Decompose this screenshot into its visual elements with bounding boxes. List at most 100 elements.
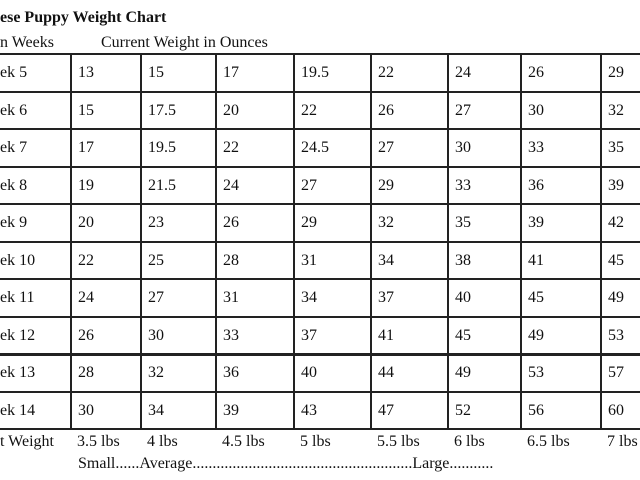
row-label: ek 13 [0,364,36,381]
cell: 19.5 [148,139,176,156]
row-line [0,278,640,280]
cell: 29 [301,214,317,231]
cell: 52 [455,401,471,419]
cell: 57 [608,364,624,381]
cell: 19 [78,176,94,194]
cell: 29 [608,64,624,81]
cell: 56 [528,401,544,419]
cell: 28 [78,364,94,381]
cell: 21.5 [148,176,176,194]
cell: 53 [608,326,624,344]
cell: 40 [301,364,317,381]
row-label: ek 14 [0,401,36,419]
cell: 38 [455,251,471,269]
row-label: ek 12 [0,326,36,344]
cell: 25 [148,251,164,269]
cell: 17 [78,139,94,156]
cell: 35 [455,214,471,231]
size-label: 5 lbs [300,433,331,450]
size-label: 3.5 lbs [77,433,120,450]
cell: 49 [608,289,624,306]
cell: 27 [455,101,471,119]
right-label: Current Weight in Ounces [101,34,268,51]
cell: 43 [301,401,317,419]
cell: 17.5 [148,101,176,119]
cell: 37 [301,326,317,344]
cell: 22 [378,64,394,81]
cell: 26 [528,64,544,81]
size-label: 6.5 lbs [527,433,570,450]
row-line [0,390,640,393]
row-line [0,90,640,93]
row-label: ek 7 [0,139,28,156]
cell: 39 [223,401,239,419]
cell: 31 [301,251,317,269]
cell: 34 [378,251,394,269]
cell: 39 [608,176,624,194]
row-line [0,165,640,168]
cell: 26 [223,214,239,231]
cell: 45 [528,289,544,306]
cell: 20 [78,214,94,231]
cell: 37 [378,289,394,306]
cell: 30 [528,101,544,119]
cell: 33 [455,176,471,194]
size-label: 4.5 lbs [222,433,265,450]
row-line [0,203,640,205]
row-line [0,128,640,130]
row-line [0,53,640,55]
cell: 49 [528,326,544,344]
cell: 22 [78,251,94,269]
cell: 29 [378,176,394,194]
cell: 24 [455,64,471,81]
cell: 34 [148,401,164,419]
cell: 33 [223,326,239,344]
cell: 23 [148,214,164,231]
title: ese Puppy Weight Chart [0,9,167,26]
cell: 27 [378,139,394,156]
cell: 26 [78,326,94,344]
row-label: ek 6 [0,101,28,119]
cell: 15 [78,101,94,119]
row-label: ek 10 [0,251,36,269]
row-line [0,315,640,318]
row-line [0,428,640,430]
cell: 30 [78,401,94,419]
cell: 27 [301,176,317,194]
cell: 32 [378,214,394,231]
cell: 41 [378,326,394,344]
cell: 34 [301,289,317,306]
cell: 40 [455,289,471,306]
cell: 30 [455,139,471,156]
row-line [0,240,640,243]
size-label: 4 lbs [147,433,178,450]
cell: 17 [223,64,239,81]
size-label: 7 lbs [607,433,638,450]
size-scale: Small......Average......................… [78,455,494,472]
cell: 47 [378,401,394,419]
row-label: ek 9 [0,214,28,231]
cell: 27 [148,289,164,306]
cell: 36 [223,364,239,381]
cell: 35 [608,139,624,156]
row-label: ek 8 [0,176,28,194]
cell: 20 [223,101,239,119]
cell: 36 [528,176,544,194]
row-label: ek 11 [0,289,35,306]
row-label: ek 5 [0,64,28,81]
cell: 24 [78,289,94,306]
cell: 22 [223,139,239,156]
cell: 32 [608,101,624,119]
cell: 41 [528,251,544,269]
cell: 31 [223,289,239,306]
cell: 60 [608,401,624,419]
cell: 15 [148,64,164,81]
cell: 45 [455,326,471,344]
cell: 13 [78,64,94,81]
cell: 24.5 [301,139,329,156]
left-label: n Weeks [0,34,54,51]
cell: 42 [608,214,624,231]
cell: 49 [455,364,471,381]
footer-label: t Weight [0,433,54,450]
